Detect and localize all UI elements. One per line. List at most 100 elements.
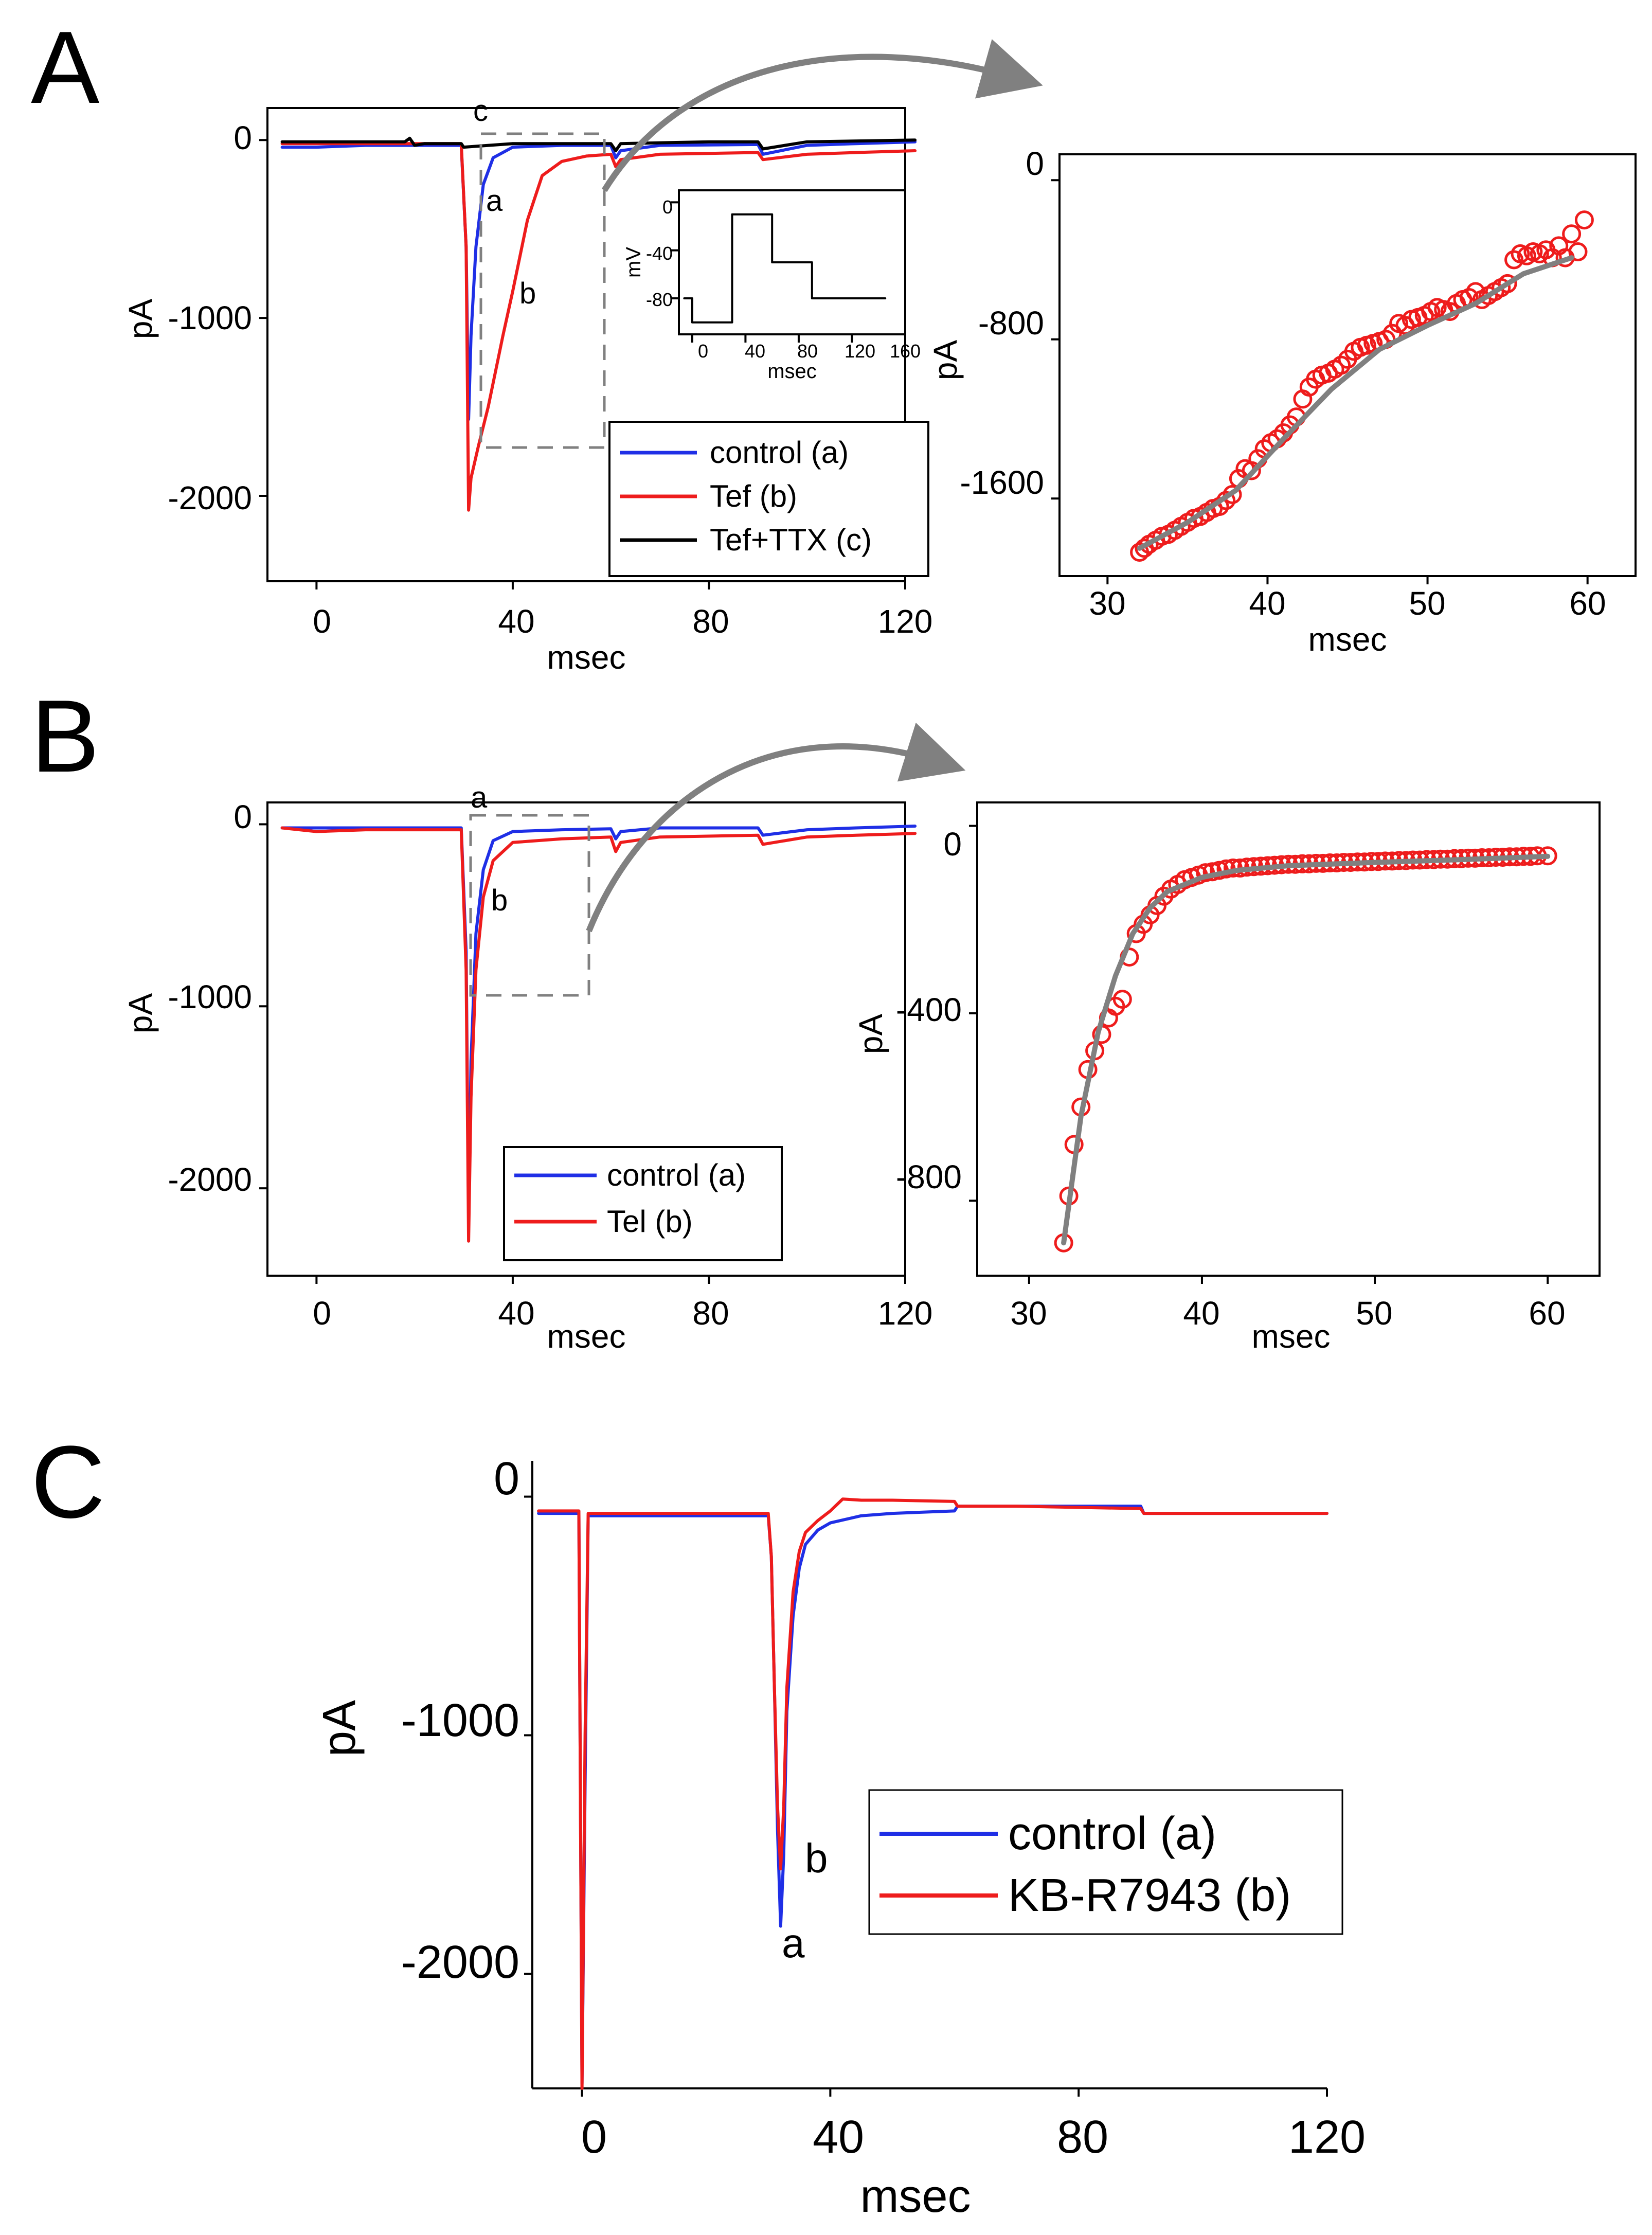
plot-frame <box>1058 153 1637 577</box>
series-line-control-a- <box>537 1505 1328 2085</box>
fit-line <box>1061 853 1551 1246</box>
x-axis-label: msec <box>860 2171 971 2222</box>
y-tick-label: -2000 <box>168 479 252 516</box>
data-point <box>1504 250 1524 270</box>
y-axis-label: pA <box>927 340 964 381</box>
inset-y-axis-label: mV <box>622 247 645 278</box>
x-tick-label: 0 <box>313 603 331 640</box>
panel-label-c: C <box>31 1425 105 1540</box>
x-tick-label: 0 <box>581 2112 607 2163</box>
legend-label-control: control (a) <box>607 1158 746 1192</box>
panel-label-b: B <box>31 679 99 794</box>
zoom-arrow <box>586 722 966 933</box>
x-tick-label: 30 <box>1089 585 1125 622</box>
plot-frame <box>976 801 1601 1277</box>
legend-label-tef: Tef (b) <box>710 479 797 513</box>
data-point <box>1223 485 1242 504</box>
x-tick-label: 40 <box>813 2112 864 2163</box>
inset-voltage-protocol: msec mV 0 40 80 120 160 0 -40 -80 <box>622 189 921 383</box>
legend-box <box>503 1146 783 1261</box>
trace-label-a: a <box>471 781 488 814</box>
x-tick-label: 0 <box>313 1295 331 1332</box>
y-tick-label: -800 <box>978 305 1044 342</box>
plot-frame <box>266 801 906 1277</box>
inset-y-tick: 0 <box>662 196 673 218</box>
trace-label-b: b <box>491 884 508 917</box>
legend: control (a) KB-R7943 (b) <box>868 1789 1343 1935</box>
inset-marks <box>671 201 906 343</box>
y-tick-label: -2000 <box>168 1161 252 1198</box>
y-tick-label: 0 <box>234 798 252 835</box>
y-tick-label: -2000 <box>401 1937 519 1988</box>
panel-a-main-plot: msec pA 0 40 80 120 0 -1000 -2000 a b c … <box>122 39 1043 676</box>
zoom-arrow <box>601 39 1043 192</box>
x-tick-label: 60 <box>1529 1295 1565 1332</box>
x-axis-label: msec <box>1252 1318 1331 1355</box>
y-tick-label: -1600 <box>960 464 1044 501</box>
plot-c-main-marks <box>524 1495 1328 2097</box>
inset-x-axis-label: msec <box>767 360 817 383</box>
y-tick-label: -400 <box>896 991 962 1028</box>
y-tick-label: -1000 <box>168 978 252 1015</box>
x-tick-label: 30 <box>1010 1295 1047 1332</box>
series-line-kb-r7943-b- <box>537 1497 1328 2090</box>
plot-b-zoom-marks <box>969 825 1557 1284</box>
y-axis-label: pA <box>852 1014 889 1054</box>
trace-label-b: b <box>519 277 536 310</box>
y-tick-label: 0 <box>1026 145 1044 182</box>
x-axis-label: msec <box>1308 621 1387 658</box>
legend: control (a) Tel (b) <box>503 1146 783 1261</box>
data-point <box>1112 990 1132 1009</box>
series-line-voltage-protocol <box>683 213 887 324</box>
zoom-box <box>479 132 606 449</box>
legend-label-control: control (a) <box>1008 1808 1216 1859</box>
plot-a-main-marks <box>259 136 917 589</box>
x-tick-label: 50 <box>1356 1295 1392 1332</box>
data-point <box>1568 242 1588 261</box>
x-tick-label: 50 <box>1409 585 1445 622</box>
panel-b-zoom-plot: msec pA 30 40 50 60 0 -400 -800 <box>852 801 1601 1355</box>
y-axis-label: pA <box>122 299 159 339</box>
inset-x-tick: 120 <box>845 341 875 362</box>
plot-b-main-marks <box>259 823 917 1284</box>
trace-label-a: a <box>486 184 503 218</box>
y-tick-label: 0 <box>234 119 252 156</box>
legend-box <box>608 421 929 577</box>
inset-x-tick: 160 <box>890 341 921 362</box>
legend-label-tel: Tel (b) <box>607 1204 693 1239</box>
inset-x-tick: 40 <box>745 341 765 362</box>
x-tick-label: 40 <box>1249 585 1285 622</box>
series-line-tef-ttx-c- <box>280 136 917 152</box>
legend-label-kb: KB-R7943 (b) <box>1008 1870 1291 1921</box>
panel-label-a: A <box>31 10 100 125</box>
trace-label-b: b <box>805 1835 828 1881</box>
legend-label-control: control (a) <box>710 435 849 470</box>
x-axis-label: msec <box>547 639 626 676</box>
trace-label-a: a <box>782 1920 805 1966</box>
series-line-control-a- <box>280 825 917 1223</box>
x-tick-label: 120 <box>1288 2112 1366 2163</box>
x-tick-label: 120 <box>878 603 933 640</box>
x-tick-label: 40 <box>498 603 534 640</box>
y-tick-label: 0 <box>494 1453 519 1505</box>
x-tick-label: 60 <box>1569 585 1606 622</box>
plot-frame <box>266 107 906 582</box>
data-point <box>1332 355 1351 375</box>
x-tick-label: 40 <box>498 1295 534 1332</box>
x-tick-label: 120 <box>878 1295 933 1332</box>
y-axis-label: pA <box>122 993 159 1034</box>
x-tick-label: 80 <box>1057 2112 1108 2163</box>
panel-a-zoom-plot: msec pA 30 40 50 60 0 -800 -1600 <box>927 145 1637 658</box>
inset-x-tick: 80 <box>797 341 818 362</box>
series-line-tel-b- <box>280 826 917 1243</box>
x-tick-label: 40 <box>1183 1295 1219 1332</box>
y-tick-label: -1000 <box>401 1695 519 1746</box>
plot-a-zoom-marks <box>1051 179 1594 584</box>
panel-c-main-plot: msec pA 0 40 80 120 0 -1000 -2000 a b co… <box>314 1453 1366 2222</box>
inset-y-tick: -80 <box>646 289 673 310</box>
y-tick-label: -1000 <box>168 299 252 336</box>
panel-b-main-plot: msec pA 0 40 80 120 0 -1000 -2000 a b co… <box>122 722 966 1355</box>
inset-y-tick: -40 <box>646 243 673 264</box>
y-tick-label: -800 <box>896 1158 962 1195</box>
